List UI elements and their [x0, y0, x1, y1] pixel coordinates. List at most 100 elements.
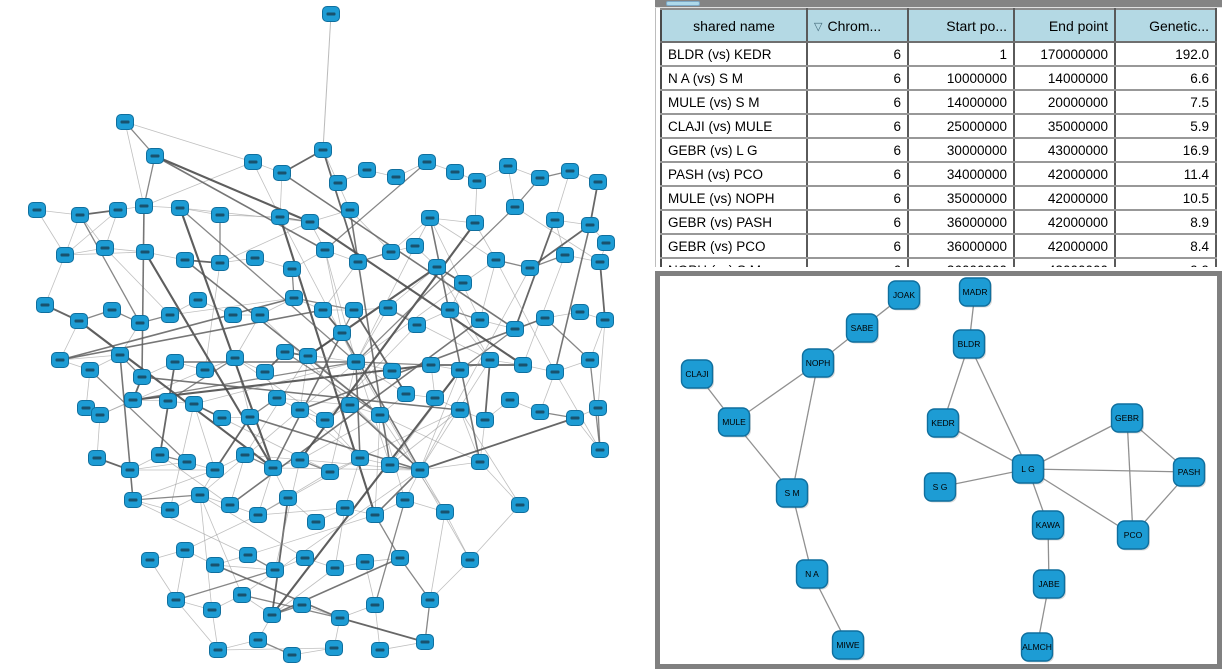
network-node[interactable] [116, 114, 134, 130]
network-node[interactable] [124, 392, 142, 408]
network-node[interactable] [263, 607, 281, 623]
network-node[interactable] [256, 364, 274, 380]
network-node[interactable] [161, 502, 179, 518]
network-node[interactable] [349, 254, 367, 270]
network-node-pco[interactable]: PCO [1116, 520, 1151, 551]
column-header-genetic-[interactable]: Genetic... [1115, 8, 1217, 43]
network-node[interactable] [499, 158, 517, 174]
table-row[interactable]: GEBR (vs) PCO 6 36000000 42000000 8.4 [661, 234, 1217, 259]
network-node[interactable] [124, 492, 142, 508]
network-node-pash[interactable]: PASH [1172, 457, 1207, 488]
network-edge[interactable] [1027, 468, 1190, 473]
network-node[interactable] [461, 552, 479, 568]
network-node[interactable] [291, 402, 309, 418]
network-node[interactable] [351, 450, 369, 466]
network-node[interactable] [266, 562, 284, 578]
network-node[interactable] [471, 312, 489, 328]
table-row[interactable]: PASH (vs) PCO 6 34000000 42000000 11.4 [661, 162, 1217, 187]
network-node[interactable] [421, 592, 439, 608]
table-row[interactable]: MULE (vs) S M 6 14000000 20000000 7.5 [661, 90, 1217, 115]
network-node[interactable] [546, 364, 564, 380]
network-node[interactable] [88, 450, 106, 466]
network-node[interactable] [314, 142, 332, 158]
network-node[interactable] [589, 400, 607, 416]
network-node[interactable] [329, 175, 347, 191]
network-node-s-m[interactable]: S M [775, 478, 810, 509]
network-node-bldr[interactable]: BLDR [952, 329, 987, 360]
network-node[interactable] [133, 369, 151, 385]
network-node[interactable] [176, 542, 194, 558]
network-node[interactable] [36, 297, 54, 313]
table-row[interactable]: MULE (vs) NOPH 6 35000000 42000000 10.5 [661, 186, 1217, 211]
network-node[interactable] [468, 173, 486, 189]
network-node[interactable] [268, 390, 286, 406]
network-node[interactable] [536, 310, 554, 326]
network-node[interactable] [264, 460, 282, 476]
network-node[interactable] [454, 275, 472, 291]
scrollbar-thumb[interactable] [666, 1, 700, 6]
network-node[interactable] [206, 557, 224, 573]
network-node[interactable] [366, 597, 384, 613]
network-node[interactable] [121, 462, 139, 478]
network-node[interactable] [146, 148, 164, 164]
network-node-n-a[interactable]: N A [795, 559, 830, 590]
network-node[interactable] [283, 261, 301, 277]
network-node-kawa[interactable]: KAWA [1031, 510, 1066, 541]
network-node[interactable] [371, 407, 389, 423]
network-node-kedr[interactable]: KEDR [926, 408, 961, 439]
network-node[interactable] [511, 497, 529, 513]
network-node[interactable] [531, 170, 549, 186]
network-node[interactable] [236, 447, 254, 463]
network-node[interactable] [176, 252, 194, 268]
network-node[interactable] [571, 304, 589, 320]
network-node[interactable] [56, 247, 74, 263]
network-node[interactable] [514, 357, 532, 373]
network-node[interactable] [597, 235, 615, 251]
network-node[interactable] [441, 302, 459, 318]
network-node[interactable] [366, 507, 384, 523]
network-node[interactable] [466, 215, 484, 231]
network-node[interactable] [185, 396, 203, 412]
network-node[interactable] [345, 302, 363, 318]
network-node[interactable] [196, 362, 214, 378]
network-node[interactable] [141, 552, 159, 568]
network-node[interactable] [283, 647, 301, 663]
network-node-noph[interactable]: NOPH [801, 348, 836, 379]
network-node[interactable] [226, 350, 244, 366]
network-node[interactable] [109, 202, 127, 218]
network-node[interactable] [336, 500, 354, 516]
network-node[interactable] [81, 362, 99, 378]
table-row[interactable]: GEBR (vs) PASH 6 36000000 42000000 8.9 [661, 210, 1217, 235]
network-node[interactable] [189, 292, 207, 308]
network-node[interactable] [506, 321, 524, 337]
network-node[interactable] [487, 252, 505, 268]
network-node[interactable] [596, 312, 614, 328]
network-node[interactable] [546, 212, 564, 228]
network-node[interactable] [131, 315, 149, 331]
network-node[interactable] [91, 407, 109, 423]
network-node[interactable] [136, 244, 154, 260]
network-node[interactable] [428, 259, 446, 275]
network-node[interactable] [451, 402, 469, 418]
network-node[interactable] [291, 452, 309, 468]
network-node[interactable] [221, 497, 239, 513]
horizontal-scrollbar[interactable] [655, 0, 1222, 8]
network-node[interactable] [103, 302, 121, 318]
network-node[interactable] [325, 640, 343, 656]
network-node[interactable] [422, 357, 440, 373]
network-node[interactable] [396, 492, 414, 508]
network-node[interactable] [381, 457, 399, 473]
network-node[interactable] [246, 250, 264, 266]
network-node[interactable] [321, 464, 339, 480]
network-node[interactable] [307, 514, 325, 530]
network-node-joak[interactable]: JOAK [887, 280, 922, 311]
network-node[interactable] [285, 290, 303, 306]
network-node[interactable] [276, 344, 294, 360]
network-node[interactable] [471, 454, 489, 470]
network-node-l-g[interactable]: L G [1011, 454, 1046, 485]
network-node[interactable] [273, 165, 291, 181]
network-node[interactable] [159, 393, 177, 409]
network-node[interactable] [476, 412, 494, 428]
network-node[interactable] [239, 547, 257, 563]
overview-network-canvas[interactable] [0, 0, 655, 669]
